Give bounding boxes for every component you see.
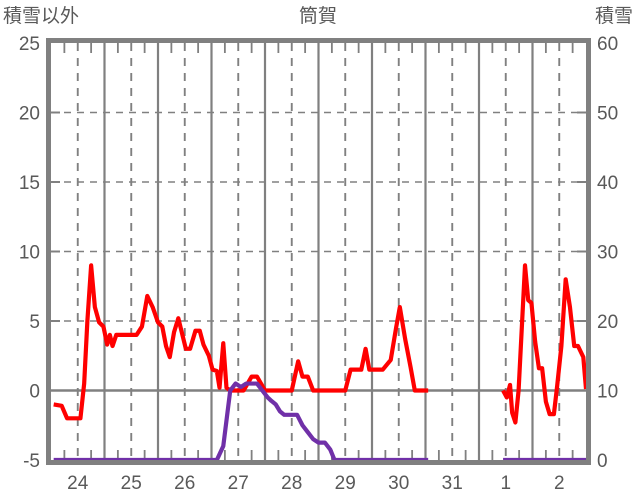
x-axis-tick-label: 2 <box>554 473 565 494</box>
x-axis-tick-label: 28 <box>281 473 302 494</box>
y-axis-tick-label: 10 <box>19 243 40 264</box>
x-axis-tick-label: 25 <box>121 473 142 494</box>
axis-labels-layer: -5 0 0 10 5 20 10 30 15 40 20 50 25 60 24 25 26 27 28 29 30 3… <box>19 34 618 494</box>
x-axis-tick-label: 26 <box>174 473 195 494</box>
x-axis-tick-label: 30 <box>388 473 409 494</box>
y-axis-tick-label: 0 <box>29 382 40 403</box>
y2-axis-tick-label: 30 <box>597 243 618 264</box>
left-axis-caption: 積雪以外 <box>3 6 80 27</box>
y-axis-tick-label: 20 <box>19 104 40 125</box>
right-axis-caption: 積雪 <box>594 6 633 27</box>
y-axis-tick-label: 15 <box>19 173 40 194</box>
y2-axis-tick-label: 10 <box>597 382 618 403</box>
x-axis-tick-label: 1 <box>500 473 511 494</box>
y2-axis-tick-label: 50 <box>597 104 618 125</box>
x-axis-tick-label: 24 <box>67 473 89 494</box>
y2-axis-tick-label: 60 <box>597 34 618 55</box>
series-line-precipitation <box>53 263 589 425</box>
y-axis-tick-label: 25 <box>19 34 40 55</box>
y-axis-tick-label: -5 <box>23 451 40 472</box>
x-axis-tick-label: 31 <box>442 473 463 494</box>
y2-axis-tick-label: 40 <box>597 173 618 194</box>
y2-axis-tick-label: 20 <box>597 312 618 333</box>
page-title: 筒賀 <box>298 6 337 27</box>
y2-axis-tick-label: 0 <box>597 451 608 472</box>
x-axis-tick-label: 29 <box>335 473 356 494</box>
x-axis-tick-label: 27 <box>228 473 249 494</box>
plot-frame <box>46 38 591 465</box>
y-axis-tick-label: 5 <box>29 312 40 333</box>
